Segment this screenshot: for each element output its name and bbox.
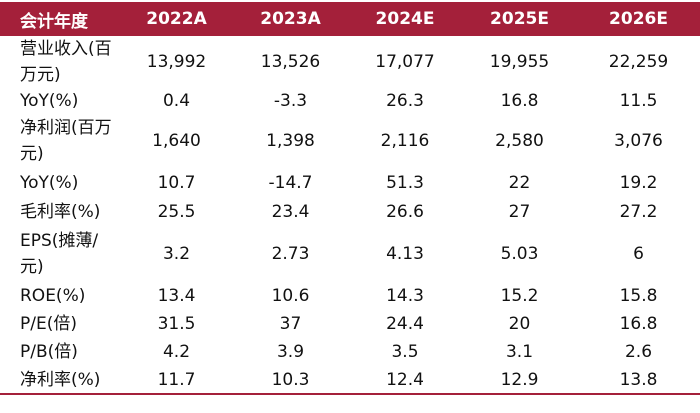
table-row: 净利率(%) 11.7 10.3 12.4 12.9 13.8 [0, 366, 700, 395]
value-cell: 37 [279, 314, 302, 334]
value-cell: 2.73 [271, 244, 310, 264]
value-cell: 11.7 [120, 366, 233, 395]
value-cell: 3,076 [614, 131, 663, 151]
row-label: P/E(倍) [20, 314, 77, 334]
value-cell: 0.4 [162, 91, 191, 111]
value-cell: -3.3 [273, 91, 308, 111]
value-cell: 27.2 [619, 202, 658, 222]
value-cell: 20 [508, 314, 531, 334]
value-cell: -14.7 [268, 173, 313, 193]
header-cell: 2024E [348, 2, 462, 36]
value-cell: 19.2 [619, 173, 658, 193]
value-cell: 3.1 [505, 342, 534, 362]
table-row: 净利润(百万元) 1,640 1,398 2,116 2,580 3,076 [0, 114, 700, 168]
value-cell: 16.8 [500, 91, 539, 111]
header-cell: 2025E [462, 2, 577, 36]
value-cell: 2.6 [624, 342, 653, 362]
value-cell: 15.2 [500, 286, 539, 306]
value-cell: 2,580 [495, 131, 544, 151]
header-cell: 2026E [577, 2, 700, 36]
table-row: P/B(倍) 4.2 3.9 3.5 3.1 2.6 [0, 338, 700, 366]
table-row: YoY(%) 10.7 -14.7 51.3 22 19.2 [0, 168, 700, 198]
value-cell: 13,992 [146, 52, 207, 72]
value-cell: 17,077 [375, 52, 435, 72]
row-label: P/B(倍) [20, 342, 78, 362]
value-cell: 26.6 [386, 202, 424, 222]
value-cell: 4.2 [162, 342, 191, 362]
table-row: 毛利率(%) 25.5 23.4 26.6 27 27.2 [0, 198, 700, 226]
value-cell: 5.03 [500, 244, 539, 264]
table-row: 营业收入(百万元) 13,992 13,526 17,077 19,955 22,259 [0, 36, 700, 88]
value-cell: 1,640 [152, 131, 201, 151]
row-label: YoY(%) [20, 91, 79, 111]
value-cell: 23.4 [271, 202, 310, 222]
header-cell: 2023A [233, 2, 348, 36]
row-label: 净利润(百万元) [20, 118, 112, 164]
header-cell: 会计年度 [0, 2, 120, 36]
value-cell: 10.7 [157, 173, 196, 193]
value-cell: 13.4 [157, 286, 196, 306]
row-label: YoY(%) [20, 173, 79, 193]
table-row: P/E(倍) 31.5 37 24.4 20 16.8 [0, 310, 700, 338]
value-cell: 19,955 [489, 52, 550, 72]
value-cell: 24.4 [386, 314, 424, 334]
value-cell: 12.9 [462, 366, 577, 395]
value-cell: 14.3 [386, 286, 424, 306]
value-cell: 3.2 [162, 244, 191, 264]
value-cell: 31.5 [157, 314, 196, 334]
value-cell: 15.8 [619, 286, 658, 306]
header-cell: 2022A [120, 2, 233, 36]
value-cell: 3.9 [276, 342, 305, 362]
value-cell: 51.3 [386, 173, 424, 193]
value-cell: 12.4 [348, 366, 462, 395]
value-cell: 1,398 [266, 131, 315, 151]
row-label: 营业收入(百万元) [20, 39, 112, 85]
table-body: 营业收入(百万元) 13,992 13,526 17,077 19,955 22,259 Y… [0, 36, 700, 395]
value-cell: 11.5 [619, 91, 658, 111]
value-cell: 27 [508, 202, 531, 222]
row-label: EPS(摊薄/元) [20, 231, 99, 277]
value-cell: 6 [633, 244, 644, 264]
row-label: 毛利率(%) [20, 202, 101, 222]
row-label: 净利率(%) [0, 366, 120, 395]
value-cell: 25.5 [157, 202, 196, 222]
table-row: EPS(摊薄/元) 3.2 2.73 4.13 5.03 6 [0, 226, 700, 282]
value-cell: 4.13 [386, 244, 424, 264]
value-cell: 3.5 [391, 342, 419, 362]
header-row: 会计年度 2022A 2023A 2024E 2025E 2026E [0, 2, 700, 36]
value-cell: 22 [508, 173, 531, 193]
value-cell: 2,116 [380, 131, 430, 151]
value-cell: 10.3 [233, 366, 348, 395]
value-cell: 10.6 [271, 286, 310, 306]
value-cell: 16.8 [619, 314, 658, 334]
value-cell: 26.3 [386, 91, 424, 111]
financial-table: 会计年度 2022A 2023A 2024E 2025E 2026E 营业收入(百万元) 1… [0, 2, 700, 395]
table-row: YoY(%) 0.4 -3.3 26.3 16.8 11.5 [0, 88, 700, 114]
value-cell: 13.8 [577, 366, 700, 395]
row-label: ROE(%) [20, 286, 86, 306]
value-cell: 13,526 [260, 52, 321, 72]
value-cell: 22,259 [608, 52, 669, 72]
table-row: ROE(%) 13.4 10.6 14.3 15.2 15.8 [0, 282, 700, 310]
